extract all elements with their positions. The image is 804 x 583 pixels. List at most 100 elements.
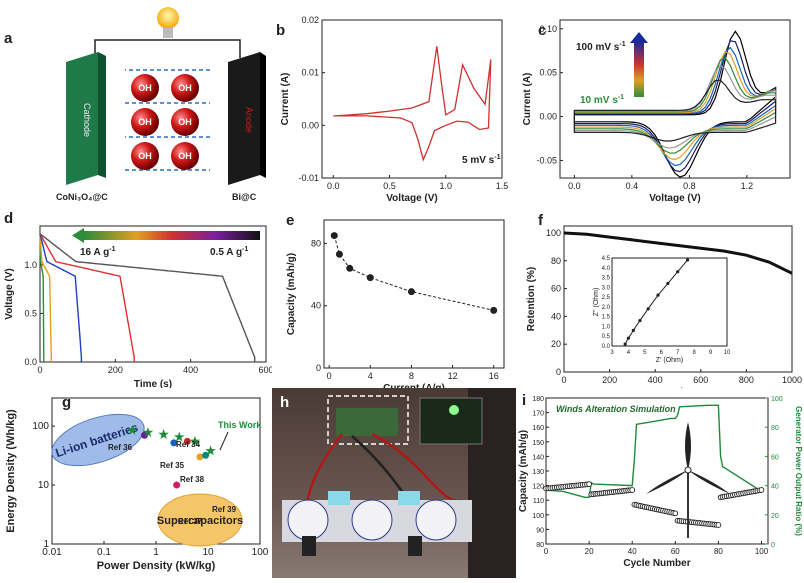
inset-y-label: Z'' (Ohm) <box>593 288 600 317</box>
svg-text:CoNi₃O₄@C: CoNi₃O₄@C <box>56 192 108 202</box>
this-work-star <box>127 424 138 435</box>
svg-text:OH: OH <box>138 117 152 127</box>
tick-label: 100 <box>771 396 783 403</box>
ref-label: Ref 35 <box>160 461 185 470</box>
data-point <box>330 232 338 240</box>
tick-label: 150 <box>532 440 544 447</box>
tick-label: 80 <box>311 238 321 248</box>
this-work-star <box>142 427 154 437</box>
plot-frame <box>39 225 267 363</box>
tick-label: 80 <box>771 425 779 432</box>
ion-arrows <box>125 69 210 171</box>
ref-label: Ref 36 <box>108 443 133 452</box>
tick-label: 400 <box>648 375 663 385</box>
tick-label: 40 <box>311 301 321 311</box>
panel-label: b <box>276 22 286 39</box>
capacity-point <box>672 510 679 517</box>
tick-label: 2.0 <box>602 305 611 311</box>
panel-label: a <box>4 30 13 47</box>
supercap-region <box>157 493 243 547</box>
tick-label: 20 <box>585 547 594 556</box>
rate-gradient-bar <box>84 231 260 240</box>
tick-label: 130 <box>532 469 544 476</box>
rate-gradient-arrow <box>634 42 644 97</box>
tick-label: 20 <box>551 339 561 349</box>
panel-c: c 0.0 0.4 0.8 1.2 -0.05 0.00 0.05 0.10 Voltage (… <box>522 0 804 210</box>
ref-label: Ref 37 <box>178 517 203 526</box>
data-point <box>335 250 343 258</box>
tick-label: 1.0 <box>602 324 611 330</box>
x-axis-label: Power Density (kW/kg) <box>97 560 216 572</box>
inset-point <box>676 270 680 274</box>
tick-label: 10 <box>724 350 731 356</box>
ref-label: Ref 34 <box>176 440 201 449</box>
tick-label: -0.01 <box>298 173 319 183</box>
tick-label: 40 <box>551 311 561 321</box>
li-ion-region <box>51 413 145 467</box>
tick-label: 4 <box>368 371 373 381</box>
inset-frame <box>611 257 728 347</box>
data-point <box>407 288 415 296</box>
discharge-curve <box>39 233 256 362</box>
plot-frame <box>545 397 769 545</box>
tick-label: 170 <box>532 411 544 418</box>
svg-text:Anode: Anode <box>244 107 254 133</box>
tick-label: 60 <box>671 547 680 556</box>
plot-frame <box>563 225 793 373</box>
tick-label: 3.0 <box>602 285 611 291</box>
tick-label: 200 <box>108 365 123 375</box>
tick-label: 0 <box>771 542 775 549</box>
y-axis-label: Capacity (mAh/g) <box>286 253 297 335</box>
y-axis-label: Capacity (mAh/g) <box>518 430 529 512</box>
ref-point <box>170 439 178 447</box>
trend-line <box>333 235 494 311</box>
tick-label: 90 <box>536 527 544 534</box>
tick-label: 0.5 <box>24 308 37 318</box>
tick-label: 400 <box>183 365 198 375</box>
arrow-head-icon <box>630 32 648 43</box>
inset-point <box>646 307 650 311</box>
panel-d: d 0 200 400 600 0.0 0.5 1.0 Time (s) Voltage (V)… <box>0 208 274 390</box>
tick-label: -0.05 <box>536 155 557 165</box>
x-axis-label: Cycle Number <box>623 558 690 569</box>
tick-label: 40 <box>628 547 637 556</box>
ref-point <box>183 437 191 445</box>
tick-label: 600 <box>693 375 708 385</box>
tick-label: 16 <box>489 371 499 381</box>
wind-sim-chart: 0 20 40 60 80 100 80 90 100 110 120 130 140 150 160 170… <box>518 396 803 569</box>
y-axis-label: Voltage (V) <box>4 268 15 319</box>
tick-label: 1.2 <box>741 181 754 191</box>
tick-label: 0.0 <box>568 181 581 191</box>
tick-label: 4.0 <box>602 266 611 272</box>
tick-label: 100 <box>532 513 544 520</box>
x-axis-label: Voltage (V) <box>649 193 700 204</box>
panel-i: 0 20 40 60 80 100 80 90 100 110 120 130 140 150 160 170… <box>516 388 804 578</box>
tick-label: 800 <box>739 375 754 385</box>
tick-label: 600 <box>258 365 272 375</box>
cv-curve <box>333 46 492 162</box>
tick-label: 20 <box>771 513 779 520</box>
plot-frame <box>321 19 503 179</box>
tick-label: 160 <box>532 425 544 432</box>
tick-label: 0.00 <box>301 120 319 130</box>
tick-label: 1 <box>153 547 159 558</box>
x-axis-label: Time (s) <box>134 379 172 388</box>
y-axis-label: Retention (%) <box>526 267 537 331</box>
tick-label: 200 <box>602 375 617 385</box>
cv-curve <box>573 79 777 142</box>
tick-label: 10 <box>38 480 50 491</box>
tick-label: 1 <box>43 539 49 550</box>
svg-text:Cathode: Cathode <box>82 103 92 137</box>
svg-text:OH: OH <box>178 83 192 93</box>
panel-g: 0.01 0.1 1 10 100 1 10 100 Power Density (kW/kg)… <box>0 388 272 578</box>
y-axis-label: Current (A) <box>280 73 291 126</box>
tick-label: 10 <box>202 547 214 558</box>
pointer-line <box>219 431 229 451</box>
this-work-label: This Work <box>218 420 262 430</box>
inset-point <box>656 293 660 297</box>
cv-chart-b: 0.0 0.5 1.0 1.5 -0.01 0.00 0.01 0.02 Voltage (V)… <box>280 15 508 204</box>
data-point <box>490 306 498 314</box>
panel-label: i <box>522 392 527 409</box>
panel-f: f 02004006008001000020406080100CyclesRet… <box>522 208 804 398</box>
cv-curve <box>573 46 777 167</box>
